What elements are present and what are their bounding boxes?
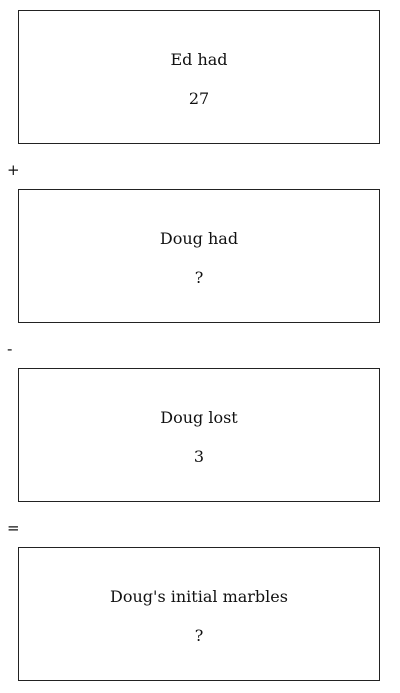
equals-operator: =: [7, 519, 20, 537]
doug-had-box: Doug had ?: [18, 189, 380, 323]
box-value: ?: [194, 268, 204, 287]
box-label: Doug's initial marbles: [110, 587, 288, 606]
ed-had-box: Ed had 27: [18, 10, 380, 144]
doug-initial-marbles-box: Doug's initial marbles ?: [18, 547, 380, 681]
box-value: 3: [193, 447, 205, 466]
minus-operator: -: [7, 340, 13, 358]
box-label: Doug lost: [160, 408, 238, 427]
box-value: ?: [194, 626, 204, 645]
plus-operator: +: [7, 161, 20, 179]
box-label: Ed had: [170, 50, 228, 69]
box-label: Doug had: [159, 229, 239, 248]
doug-lost-box: Doug lost 3: [18, 368, 380, 502]
box-value: 27: [188, 89, 210, 108]
